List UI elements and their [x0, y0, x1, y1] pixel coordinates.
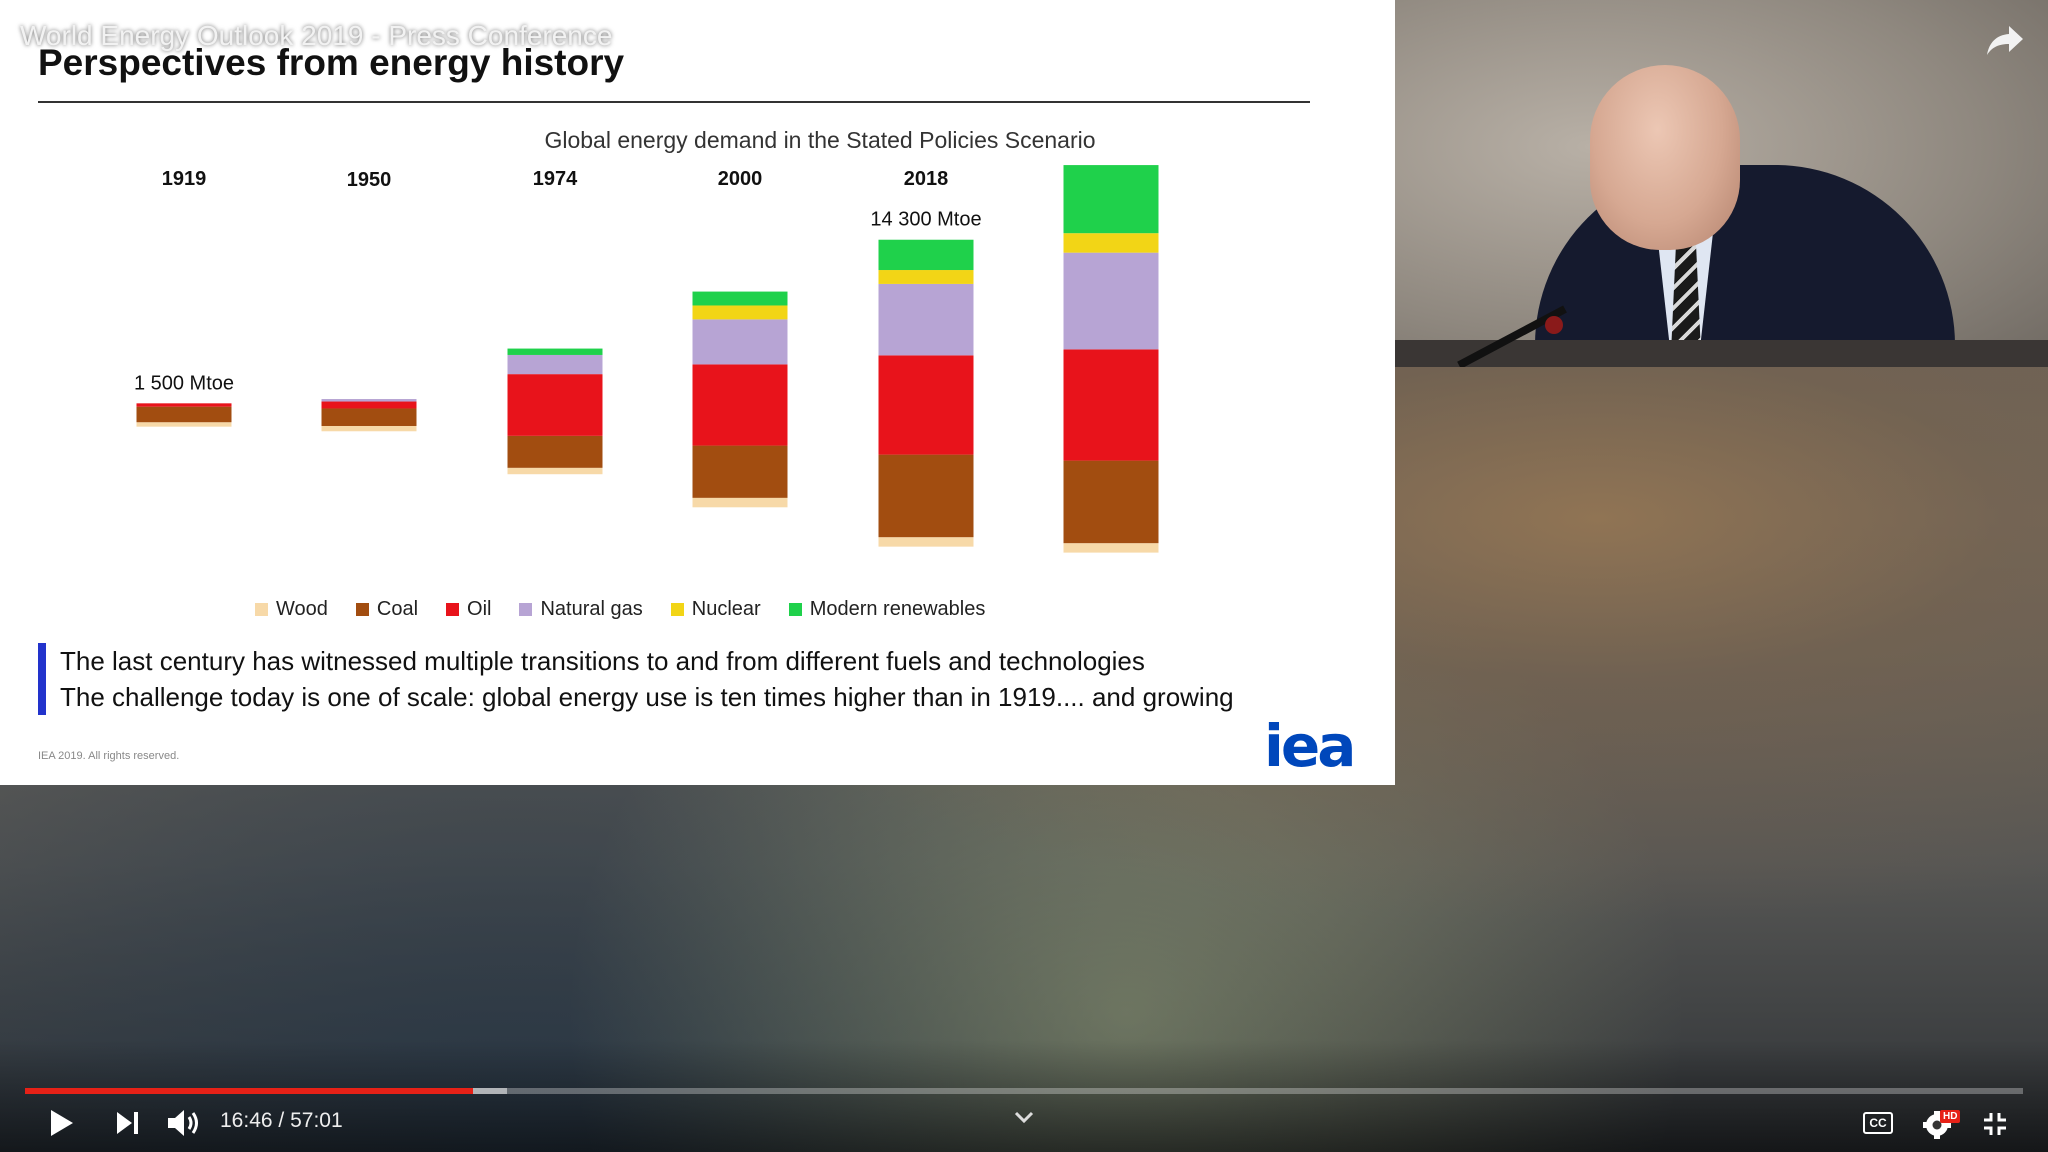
bar-1974-oil — [507, 374, 603, 436]
progress-played — [25, 1088, 474, 1094]
year-label-2000: 2000 — [718, 168, 763, 190]
speaker-camera-view — [1395, 0, 2048, 367]
bar-1974-modern-renewables — [507, 348, 603, 355]
time-current: 16:46 — [220, 1109, 273, 1132]
year-label-1974: 1974 — [533, 168, 578, 190]
bar-2000-nuclear — [692, 305, 788, 320]
legend-swatch — [788, 603, 802, 616]
exit-fullscreen-icon[interactable] — [1982, 1111, 2008, 1137]
chevron-down-icon[interactable] — [1012, 1108, 1036, 1126]
bar-2000-modern-renewables — [692, 291, 788, 306]
bar-2018-nuclear — [878, 270, 974, 284]
legend-label: Coal — [376, 598, 419, 620]
bar-2040-nuclear — [1063, 233, 1159, 253]
bar-1950-natural-gas — [321, 399, 417, 402]
bar-2040-wood — [1063, 543, 1159, 553]
bar-1950-wood — [321, 425, 417, 432]
legend-item-coal: Coal — [355, 598, 419, 621]
bar-2018-oil — [878, 355, 974, 455]
energy-demand-chart: Global energy demand in the Stated Polic… — [134, 127, 1159, 553]
share-arrow-icon[interactable] — [1985, 22, 2025, 58]
year-label-1950: 1950 — [347, 169, 392, 191]
bar-1919-wood — [136, 422, 232, 427]
legend-label: Modern renewables — [809, 598, 986, 620]
legend-item-natural-gas: Natural gas — [519, 598, 643, 621]
cc-icon[interactable]: CC — [1863, 1112, 1893, 1134]
chart-subtitle: Global energy demand in the Stated Polic… — [544, 127, 1095, 153]
microphone-head — [1545, 316, 1563, 334]
total-label-1919: 1 500 Mtoe — [134, 372, 234, 394]
time-total: 57:01 — [290, 1109, 343, 1132]
play-icon[interactable] — [48, 1108, 76, 1138]
legend-swatch — [670, 603, 684, 616]
legend-swatch — [355, 603, 369, 616]
bar-2018-natural-gas — [878, 283, 974, 356]
legend-item-modern-renewables: Modern renewables — [788, 598, 986, 621]
time-separator: / — [278, 1109, 285, 1132]
bullet-2: The challenge today is one of scale: glo… — [60, 682, 1234, 712]
year-label-2018: 2018 — [904, 168, 949, 190]
legend-label: Wood — [276, 598, 328, 620]
progress-bar[interactable] — [25, 1088, 2023, 1094]
bar-1919-coal — [136, 406, 232, 423]
bar-1974-coal — [507, 435, 603, 468]
bar-1974-natural-gas — [507, 354, 603, 375]
next-icon[interactable] — [115, 1110, 141, 1136]
title-divider — [38, 101, 1310, 103]
bar-2018-modern-renewables — [878, 239, 974, 271]
iea-logo: iea — [1264, 712, 1356, 780]
time-display: 16:46 / 57:01 — [220, 1109, 343, 1133]
bullet-1: The last century has witnessed multiple … — [60, 646, 1145, 676]
slide-copyright: IEA 2019. All rights reserved. — [38, 750, 180, 762]
legend-item-nuclear: Nuclear — [670, 598, 761, 621]
bar-2040-modern-renewables — [1063, 165, 1159, 234]
presentation-slide: Perspectives from energy history Global … — [0, 0, 1395, 785]
hd-badge: HD — [1940, 1110, 1961, 1123]
bar-1974-wood — [507, 467, 603, 475]
bar-2000-wood — [692, 497, 788, 508]
legend-item-oil: Oil — [446, 598, 491, 621]
bar-1919-oil — [136, 403, 232, 407]
bar-2018-coal — [878, 454, 974, 538]
chart-legend: Wood Coal Oil Natural gas Nuclear Modern rene… — [255, 598, 985, 621]
bar-2000-oil — [692, 364, 788, 446]
year-label-1919: 1919 — [162, 168, 207, 190]
bar-2040-oil — [1063, 349, 1159, 461]
player-controls-bar — [0, 1040, 2048, 1152]
volume-icon[interactable] — [166, 1108, 202, 1138]
bar-1950-coal — [321, 408, 417, 426]
legend-swatch — [255, 603, 268, 616]
video-title[interactable]: World Energy Outlook 2019 - Press Confer… — [20, 20, 613, 51]
legend-label: Oil — [467, 598, 492, 620]
slide-bullets: The last century has witnessed multiple … — [38, 643, 1234, 715]
legend-item-wood: Wood — [255, 598, 328, 621]
total-label-2018: 14 300 Mtoe — [870, 209, 981, 231]
bar-1950-oil — [321, 401, 417, 409]
legend-swatch — [446, 603, 460, 616]
speaker-head — [1590, 65, 1740, 250]
bar-2000-natural-gas — [692, 319, 788, 365]
slide-title: Perspectives from energy history — [38, 42, 625, 83]
cc-label: CC — [1869, 1116, 1887, 1130]
bar-2040-natural-gas — [1063, 252, 1159, 350]
bar-2000-coal — [692, 445, 788, 498]
legend-swatch — [519, 603, 533, 616]
legend-label: Natural gas — [540, 598, 643, 620]
bar-2040-coal — [1063, 460, 1159, 544]
legend-label: Nuclear — [691, 598, 761, 620]
bar-2018-wood — [878, 537, 974, 547]
